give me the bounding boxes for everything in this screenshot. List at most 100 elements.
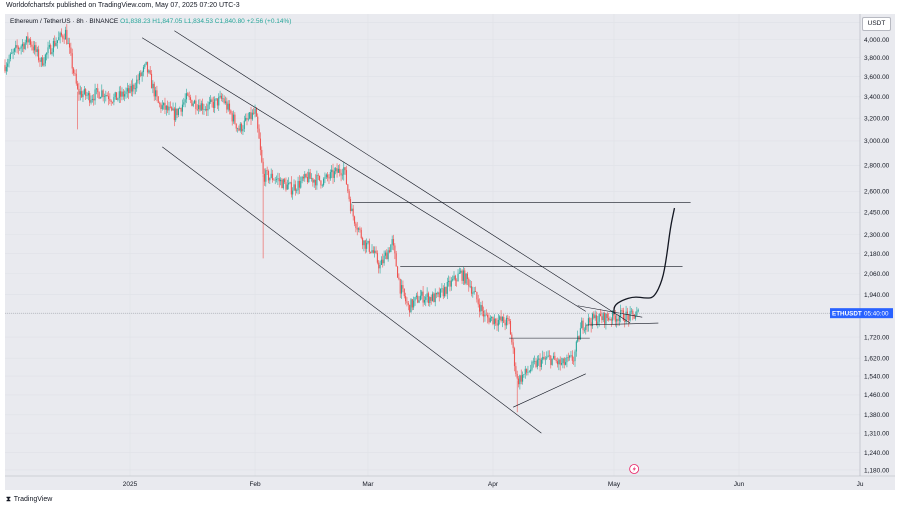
x-axis-tick-label: May bbox=[608, 481, 621, 488]
top-bar: Worldofchartsfx published on TradingView… bbox=[0, 0, 900, 14]
candle-body bbox=[230, 110, 232, 114]
candle-body bbox=[461, 270, 463, 281]
candle-body bbox=[544, 358, 546, 360]
candle-body bbox=[582, 320, 584, 331]
y-axis-tick-label: 1,180.00 bbox=[864, 467, 890, 474]
candle-body bbox=[460, 270, 462, 273]
candle-body bbox=[458, 272, 460, 274]
candle-body bbox=[116, 92, 118, 100]
candle-body bbox=[485, 314, 487, 316]
candle-body bbox=[481, 305, 483, 311]
candle-body bbox=[552, 355, 555, 359]
candle-body bbox=[608, 318, 610, 320]
candle-body bbox=[378, 262, 380, 269]
candle-body bbox=[328, 177, 330, 179]
candle-body bbox=[191, 100, 193, 106]
candle-body bbox=[612, 310, 614, 321]
candle-body bbox=[604, 312, 606, 324]
candle-body bbox=[27, 36, 29, 43]
trend-line[interactable] bbox=[577, 305, 643, 318]
candle-body bbox=[211, 99, 213, 102]
candle-body bbox=[405, 296, 407, 302]
candle-body bbox=[507, 317, 509, 319]
candle-body bbox=[317, 174, 319, 176]
candle-body bbox=[504, 322, 506, 326]
last-price-symbol: ETHUSDT bbox=[832, 310, 862, 317]
candle-body bbox=[203, 109, 205, 110]
candle-body bbox=[176, 108, 178, 116]
candle-body bbox=[445, 287, 447, 294]
candle-body bbox=[228, 103, 231, 111]
candle-body bbox=[539, 358, 541, 368]
trend-line[interactable] bbox=[585, 322, 659, 326]
candle-body bbox=[602, 312, 604, 321]
y-axis-tick-label: 2,600.00 bbox=[864, 189, 890, 196]
candle-body bbox=[8, 59, 10, 64]
candle-body bbox=[121, 91, 123, 97]
candle-body bbox=[52, 40, 54, 53]
candle-body bbox=[31, 44, 33, 47]
candle-body bbox=[87, 93, 89, 96]
candle-body bbox=[5, 66, 7, 72]
candle-body bbox=[106, 95, 108, 97]
candle-body bbox=[172, 108, 174, 111]
y-axis-tick-label: 3,400.00 bbox=[864, 94, 890, 101]
candle-body bbox=[371, 250, 373, 253]
candle-body bbox=[449, 280, 451, 287]
candle-body bbox=[446, 281, 448, 294]
candle-body bbox=[232, 114, 235, 122]
candle-body bbox=[195, 100, 197, 110]
candle-body bbox=[258, 128, 260, 139]
candle-body bbox=[590, 322, 592, 327]
candle-body bbox=[42, 57, 44, 66]
candle-body bbox=[310, 178, 313, 179]
y-axis-tick-label: 2,800.00 bbox=[864, 163, 890, 170]
ohlc-high: H1,847.05 bbox=[152, 18, 183, 25]
candle-body bbox=[587, 318, 589, 326]
candle-body bbox=[429, 297, 431, 303]
candle-body bbox=[114, 92, 116, 98]
candle-body bbox=[409, 304, 411, 313]
candle-body bbox=[167, 105, 169, 111]
candle-body bbox=[372, 250, 374, 253]
candle-body bbox=[562, 358, 564, 364]
candle-body bbox=[569, 355, 571, 358]
candle-body bbox=[634, 315, 637, 319]
candle-body bbox=[578, 336, 580, 340]
candle-body bbox=[356, 228, 358, 230]
trend-line[interactable] bbox=[174, 30, 631, 324]
candle-body bbox=[214, 99, 216, 109]
candle-body bbox=[527, 372, 529, 373]
candle-body bbox=[614, 315, 616, 322]
candle-body bbox=[226, 101, 228, 110]
trend-line[interactable] bbox=[162, 146, 542, 434]
candle-body bbox=[465, 273, 467, 284]
candle-body bbox=[491, 316, 493, 319]
candle-body bbox=[227, 103, 229, 110]
candle-body bbox=[435, 293, 438, 295]
candle-body bbox=[297, 180, 299, 191]
chart-area[interactable] bbox=[5, 14, 895, 490]
candle-body bbox=[466, 273, 469, 279]
candle-body bbox=[477, 299, 479, 305]
candle-body bbox=[159, 102, 161, 104]
trend-line[interactable] bbox=[513, 373, 586, 408]
candle-body bbox=[583, 329, 585, 331]
candle-body bbox=[94, 89, 96, 101]
candle-body bbox=[164, 102, 166, 110]
candle-body bbox=[235, 123, 237, 129]
ohlc-open: O1,838.23 bbox=[120, 18, 151, 25]
projection-path[interactable] bbox=[613, 207, 676, 315]
candle-body bbox=[558, 359, 560, 365]
y-axis-tick-label: 2,300.00 bbox=[864, 232, 890, 239]
candle-body bbox=[262, 161, 264, 174]
trend-line[interactable] bbox=[141, 37, 586, 312]
candle-body bbox=[71, 53, 73, 69]
currency-selector-button[interactable]: USDT bbox=[862, 17, 891, 31]
candle-body bbox=[276, 178, 278, 180]
candle-body bbox=[473, 291, 475, 293]
candle-body bbox=[379, 264, 381, 269]
candle-body bbox=[24, 42, 26, 49]
candle-body bbox=[595, 315, 598, 325]
